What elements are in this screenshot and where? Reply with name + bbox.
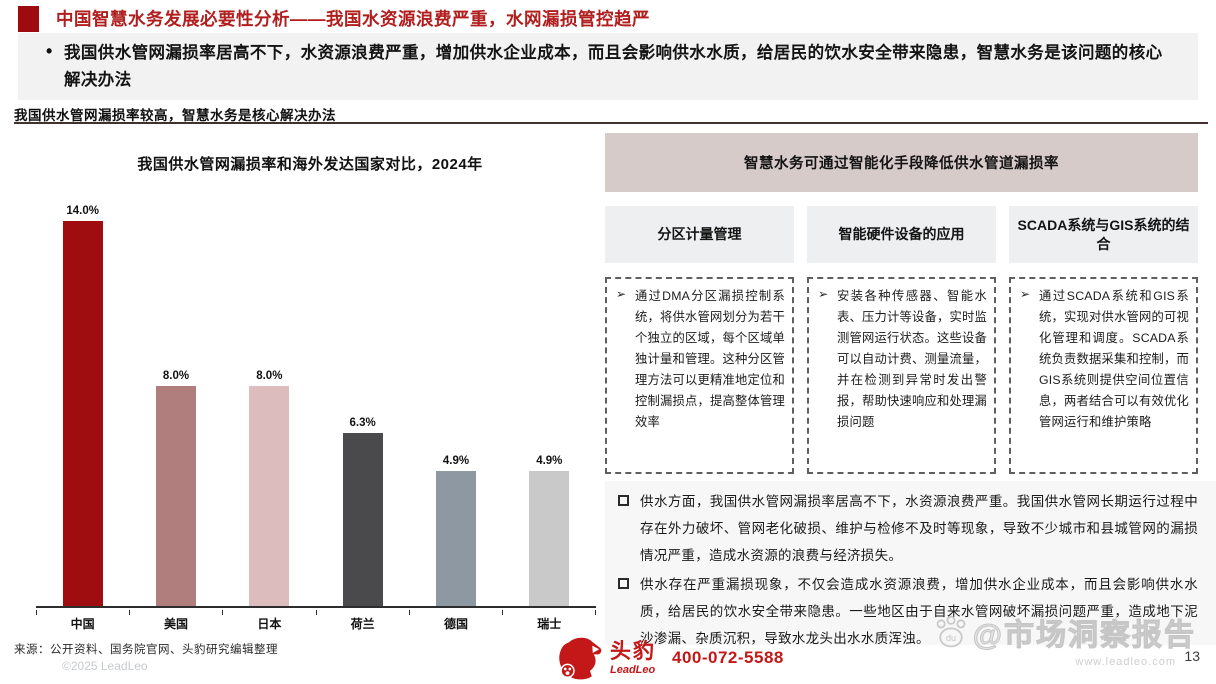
summary-text: 我国供水管网漏损率居高不下，水资源浪费严重，增加供水企业成本，而且会影响供水水质… <box>64 44 1163 89</box>
x-axis-label: 德国 <box>443 617 468 631</box>
note-paragraph: 供水存在严重漏损现象，不仅会造成水资源浪费，增加供水企业成本，而且会影响供水水质… <box>618 571 1198 652</box>
watermark-text: @市场洞察报告 <box>972 619 1196 653</box>
bar-plot: 14.0% 8.0% 8.0% 6.3% 4.9% 4.9% <box>36 200 596 608</box>
axis-tick <box>410 610 503 615</box>
column-body-scada-gis: 通过SCADA系统和GIS系统，实现对供水管网的可视化管理和调度。SCADA系统… <box>1039 289 1189 429</box>
bar <box>529 471 570 606</box>
axis-tick <box>223 610 317 615</box>
header: 中国智慧水务发展必要性分析——我国水资源浪费严重，水网漏损管控趋严 <box>18 6 1206 32</box>
x-axis-label: 荷兰 <box>350 617 375 631</box>
bar-value-label: 4.9% <box>536 455 563 467</box>
bar-column: 6.3% <box>316 417 409 606</box>
axis-tick <box>36 610 131 615</box>
checkbox-square-icon <box>618 578 629 589</box>
bar-value-label: 8.0% <box>256 370 283 382</box>
bar-column: 8.0% <box>129 370 222 606</box>
page-number: 13 <box>1184 648 1200 664</box>
chart-source: 来源：公开资料、国务院官网、头豹研究编辑整理 <box>14 644 278 656</box>
column-title-hardware: 智能硬件设备的应用 <box>807 206 996 263</box>
brand-phone: 400-072-5588 <box>672 648 784 667</box>
bar-value-label: 14.0% <box>66 205 99 217</box>
note-text: 供水方面，我国供水管网漏损率居高不下，水资源浪费严重。我国供水管网长期运行过程中… <box>640 494 1198 563</box>
title-accent-square <box>18 6 39 32</box>
axis-tick <box>317 610 410 615</box>
x-axis-label: 中国 <box>70 617 95 631</box>
section-divider <box>14 122 1208 124</box>
column-box-hardware: ➢ 安装各种传感器、智能水表、压力计等设备，实时监测管网运行状态。这些设备可以自… <box>807 277 996 474</box>
arrow-bullet-icon: ➢ <box>818 287 829 301</box>
note-text: 供水存在严重漏损现象，不仅会造成水资源浪费，增加供水企业成本，而且会影响供水水质… <box>640 577 1198 646</box>
bar-column: 8.0% <box>223 370 316 606</box>
brand-name-en: LeadLeo <box>610 663 656 676</box>
watermark-url: www.leadleo.com <box>1075 656 1176 668</box>
summary-box: • 我国供水管网漏损率居高不下，水资源浪费严重，增加供水企业成本，而且会影响供水… <box>18 33 1198 100</box>
bullet-dot-icon: • <box>46 41 53 61</box>
axis-tick <box>503 610 597 615</box>
column-box-scada-gis: ➢ 通过SCADA系统和GIS系统，实现对供水管网的可视化管理和调度。SCADA… <box>1009 277 1198 474</box>
column-body-dma: 通过DMA分区漏损控制系统，将供水管网划分为若干个独立的区域，每个区域单独计量和… <box>635 289 785 429</box>
right-panel-header: 智慧水务可通过智能化手段降低供水管道漏损率 <box>605 133 1198 192</box>
footer-brand: 头豹 LeadLeo 400-072-5588 <box>556 636 784 680</box>
column-box-dma: ➢ 通过DMA分区漏损控制系统，将供水管网划分为若干个独立的区域，每个区域单独计… <box>605 277 794 474</box>
bar <box>342 433 383 606</box>
arrow-bullet-icon: ➢ <box>1020 287 1031 301</box>
watermark: du @市场洞察报告 <box>933 610 1196 654</box>
notes-background <box>605 481 1216 645</box>
x-axis-ticks <box>36 610 597 615</box>
section-subtitle: 我国供水管网漏损率较高，智慧水务是核心解决办法 <box>14 108 336 123</box>
x-axis-labels: 中国 美国 日本 荷兰 德国 瑞士 <box>36 615 596 632</box>
column-body-hardware: 安装各种传感器、智能水表、压力计等设备，实时监测管网运行状态。这些设备可以自动计… <box>837 289 987 429</box>
bar-column: 4.9% <box>503 455 596 606</box>
chart-title: 我国供水管网漏损率和海外发达国家对比，2024年 <box>137 156 483 173</box>
brand-name-cn: 头豹 <box>610 639 656 663</box>
bar <box>62 221 103 606</box>
arrow-bullet-icon: ➢ <box>616 287 627 301</box>
x-axis-label: 日本 <box>257 617 282 631</box>
bar-column: 14.0% <box>36 205 129 606</box>
x-axis-label: 瑞士 <box>537 617 562 631</box>
axis-tick <box>130 610 224 615</box>
bar-value-label: 6.3% <box>349 417 376 429</box>
column-title-scada-gis: SCADA系统与GIS系统的结合 <box>1009 206 1198 263</box>
bar <box>435 471 476 606</box>
brand-text: 头豹 LeadLeo <box>610 641 656 676</box>
bar-column: 4.9% <box>409 455 502 606</box>
page-title: 中国智慧水务发展必要性分析——我国水资源浪费严重，水网漏损管控趋严 <box>56 9 650 29</box>
leadleo-leopard-logo-icon <box>559 637 602 680</box>
column-title-dma: 分区计量管理 <box>605 206 794 263</box>
paw-watermark-icon: du <box>936 615 966 648</box>
chart-copyright: ©2025 LeadLeo <box>62 659 148 673</box>
bar-value-label: 4.9% <box>442 455 470 467</box>
note-paragraph: 供水方面，我国供水管网漏损率居高不下，水资源浪费严重。我国供水管网长期运行过程中… <box>618 488 1198 569</box>
x-axis-label: 美国 <box>163 617 188 631</box>
bar <box>155 386 196 606</box>
svg-text:du: du <box>946 633 956 643</box>
bar-value-label: 8.0% <box>162 370 190 382</box>
checkbox-square-icon <box>618 495 629 506</box>
bar <box>249 386 290 606</box>
